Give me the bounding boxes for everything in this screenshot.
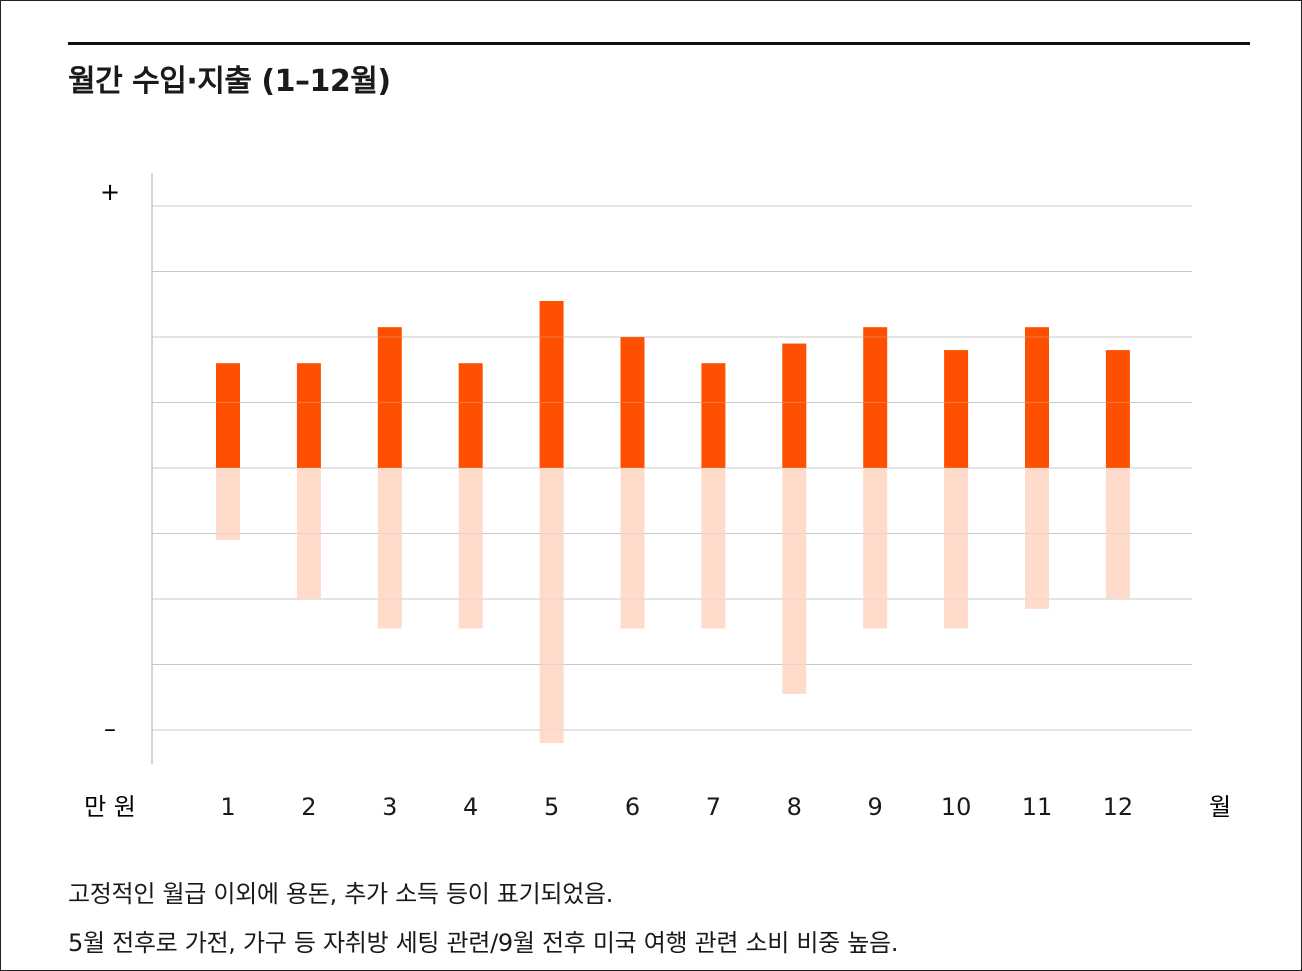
- expense-bar: [620, 468, 645, 629]
- income-bar: [620, 337, 645, 468]
- x-tick-label: 4: [463, 793, 478, 821]
- grid-lines: [152, 205, 1192, 731]
- income-bar: [1025, 327, 1049, 468]
- income-bar: [539, 300, 564, 468]
- x-tick-label: 3: [382, 793, 397, 821]
- bars: [152, 205, 1192, 744]
- income-bar: [458, 363, 483, 468]
- income-bar: [863, 327, 888, 468]
- y-unit-label: 만 원: [84, 793, 136, 821]
- x-tick-label: 7: [706, 793, 721, 821]
- y-axis-bottom-label: –: [104, 715, 116, 743]
- x-tick-label: 10: [941, 793, 972, 821]
- x-tick-label: 1: [220, 793, 235, 821]
- note-line-1: 고정적인 월급 이외에 용돈, 추가 소득 등이 표기되었음.: [68, 880, 614, 908]
- income-bar: [1105, 350, 1130, 468]
- title-rule: [68, 42, 1250, 45]
- income-bar: [782, 343, 807, 468]
- expense-bar: [863, 468, 888, 629]
- x-tick-label: 2: [301, 793, 316, 821]
- expense-bar: [1025, 468, 1049, 609]
- y-axis-top-label: +: [100, 178, 120, 206]
- x-tick-label: 11: [1022, 793, 1053, 821]
- x-tick-label: 5: [544, 793, 559, 821]
- expense-bar: [458, 468, 483, 629]
- income-bar: [701, 363, 726, 468]
- expense-bar: [782, 468, 807, 694]
- x-unit-label: 월: [1209, 793, 1231, 821]
- x-tick-label: 6: [625, 793, 640, 821]
- chart-title: 월간 수입·지출 (1–12월): [68, 64, 391, 99]
- note-line-2: 5월 전후로 가전, 가구 등 자취방 세팅 관련/9월 전후 미국 여행 관련…: [68, 929, 899, 957]
- income-bar: [216, 363, 240, 468]
- x-tick-label: 12: [1103, 793, 1134, 821]
- expense-bar: [944, 468, 969, 629]
- income-bar: [377, 327, 402, 468]
- expense-bar: [1105, 468, 1130, 599]
- expense-bar: [216, 468, 240, 541]
- expense-bar: [296, 468, 321, 599]
- x-tick-labels: 1 2 3 4 5 6 7 8 9 10 11 12: [220, 793, 1133, 821]
- income-bar: [944, 350, 969, 468]
- expense-bar: [701, 468, 726, 629]
- x-tick-label: 9: [868, 793, 883, 821]
- income-bar: [296, 363, 321, 468]
- x-tick-label: 8: [787, 793, 802, 821]
- expense-bar: [377, 468, 402, 629]
- expense-bar: [539, 468, 564, 744]
